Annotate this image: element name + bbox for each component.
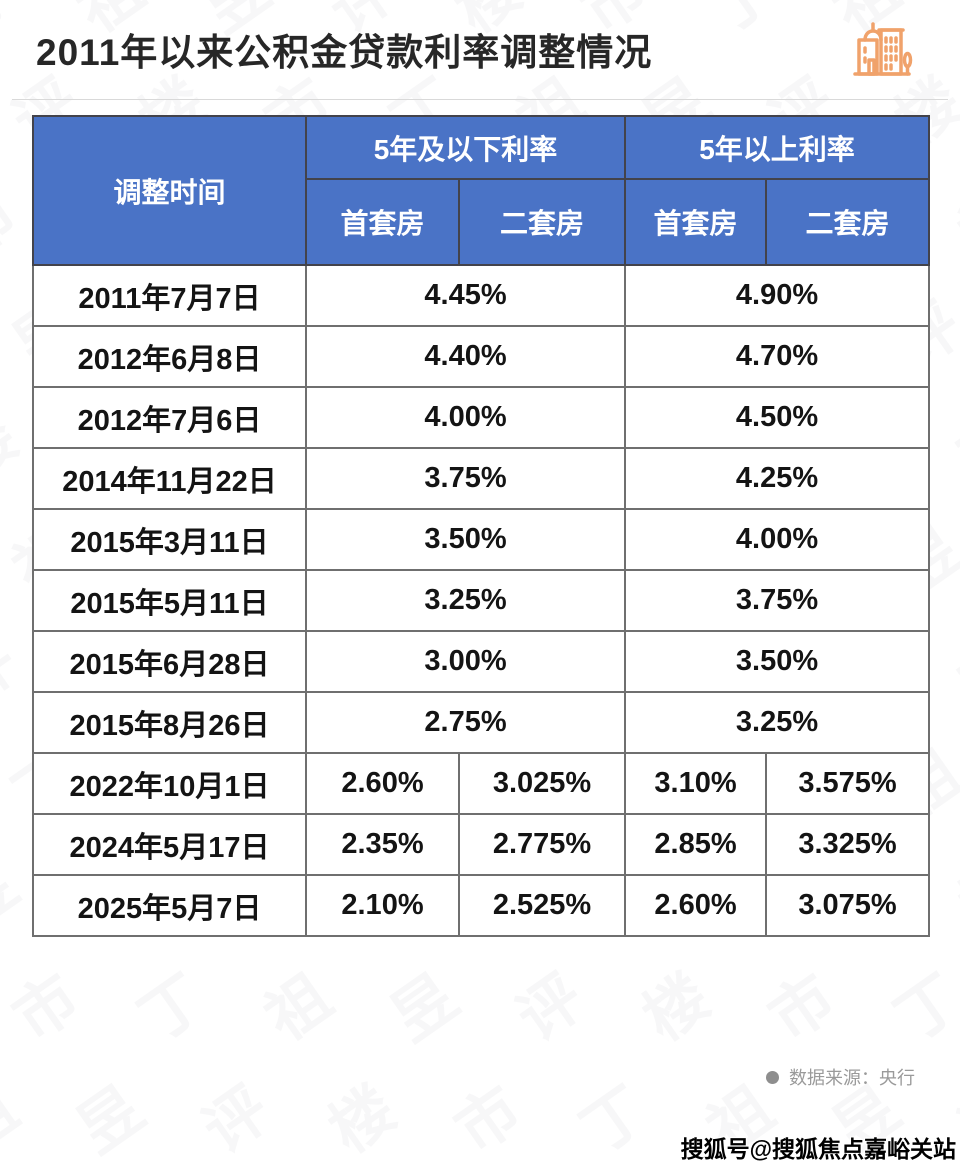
- date-cell: 2025年5月7日: [32, 874, 307, 937]
- header-adjust-time: 调整时间: [32, 115, 307, 266]
- rate-cell: 3.50%: [304, 508, 627, 571]
- rate-cell: 3.10%: [624, 752, 768, 815]
- page-title: 2011年以来公积金贷款利率调整情况: [36, 32, 653, 73]
- rate-cell: 2.60%: [624, 874, 768, 937]
- header-under5-first-home: 首套房: [305, 178, 460, 266]
- date-cell: 2012年6月8日: [32, 325, 307, 388]
- rate-cell: 4.70%: [624, 325, 931, 388]
- rate-cell: 3.00%: [304, 630, 627, 693]
- rate-cell: 3.75%: [624, 569, 931, 632]
- buildings-icon: [853, 22, 913, 76]
- source-bullet-icon: [766, 1070, 779, 1084]
- table-row: 2015年6月28日 3.00% 3.50%: [32, 630, 931, 693]
- rate-cell: 2.75%: [304, 691, 627, 754]
- table-row: 2025年5月7日 2.10% 2.525% 2.60% 3.075%: [32, 874, 931, 937]
- rate-cell: 3.50%: [624, 630, 931, 693]
- sohu-account-watermark: 搜狐号@搜狐焦点嘉峪关站: [680, 1136, 956, 1162]
- table-row: 2014年11月22日 3.75% 4.25%: [32, 447, 931, 510]
- rate-cell: 3.075%: [765, 874, 931, 937]
- date-cell: 2011年7月7日: [32, 264, 307, 327]
- rate-cell: 4.00%: [304, 386, 627, 449]
- header-under5-group: 5年及以下利率: [304, 115, 627, 180]
- rate-cell: 4.40%: [304, 325, 627, 388]
- date-cell: 2015年8月26日: [32, 691, 307, 754]
- date-cell: 2015年3月11日: [32, 508, 307, 571]
- table-row: 2024年5月17日 2.35% 2.775% 2.85% 3.325%: [32, 813, 931, 876]
- date-cell: 2014年11月22日: [32, 447, 307, 510]
- rate-cell: 2.60%: [305, 752, 460, 815]
- date-cell: 2012年7月6日: [32, 386, 307, 449]
- rate-cell: 4.25%: [624, 447, 931, 510]
- header-over5-first-home: 首套房: [624, 178, 768, 266]
- table-row: 2012年7月6日 4.00% 4.50%: [32, 386, 931, 449]
- rate-cell: 3.325%: [765, 813, 931, 876]
- rate-cell: 4.50%: [624, 386, 931, 449]
- date-cell: 2015年6月28日: [32, 630, 307, 693]
- rate-cell: 2.85%: [624, 813, 768, 876]
- table-row: 2015年5月11日 3.25% 3.75%: [32, 569, 931, 632]
- data-source-line: 数据来源：央行: [766, 1064, 915, 1090]
- header-over5-group: 5年以上利率: [624, 115, 931, 180]
- rate-cell: 3.75%: [304, 447, 627, 510]
- source-text: 数据来源：央行: [789, 1068, 915, 1088]
- rate-cell: 2.525%: [457, 874, 627, 937]
- title-divider: [12, 99, 948, 100]
- table-row: 2015年8月26日 2.75% 3.25%: [32, 691, 931, 754]
- header-over5-second-home: 二套房: [765, 178, 931, 266]
- rate-cell: 3.25%: [624, 691, 931, 754]
- rate-cell: 4.00%: [624, 508, 931, 571]
- table-row: 2012年6月8日 4.40% 4.70%: [32, 325, 931, 388]
- rate-cell: 3.25%: [304, 569, 627, 632]
- date-cell: 2024年5月17日: [32, 813, 307, 876]
- header-under5-second-home: 二套房: [457, 178, 627, 266]
- rate-cell: 4.90%: [624, 264, 931, 327]
- header-group-row: 调整时间 5年及以下利率 5年以上利率: [32, 115, 931, 266]
- table-row: 2022年10月1日 2.60% 3.025% 3.10% 3.575%: [32, 752, 931, 815]
- table-row: 2011年7月7日 4.45% 4.90%: [32, 264, 931, 327]
- header-sub-row: 首套房 二套房 首套房 二套房: [33, 178, 931, 266]
- table-row: 2015年3月11日 3.50% 4.00%: [32, 508, 931, 571]
- rate-cell: 4.45%: [304, 264, 627, 327]
- rate-cell: 2.35%: [305, 813, 460, 876]
- date-cell: 2022年10月1日: [32, 752, 307, 815]
- rate-cell: 2.775%: [457, 813, 627, 876]
- rate-table: 调整时间 5年及以下利率 5年以上利率 首套房 二套房 首套房 二套房 2011…: [32, 115, 931, 937]
- rate-cell: 2.10%: [305, 874, 460, 937]
- rate-cell: 3.025%: [457, 752, 627, 815]
- date-cell: 2015年5月11日: [32, 569, 307, 632]
- rate-cell: 3.575%: [765, 752, 931, 815]
